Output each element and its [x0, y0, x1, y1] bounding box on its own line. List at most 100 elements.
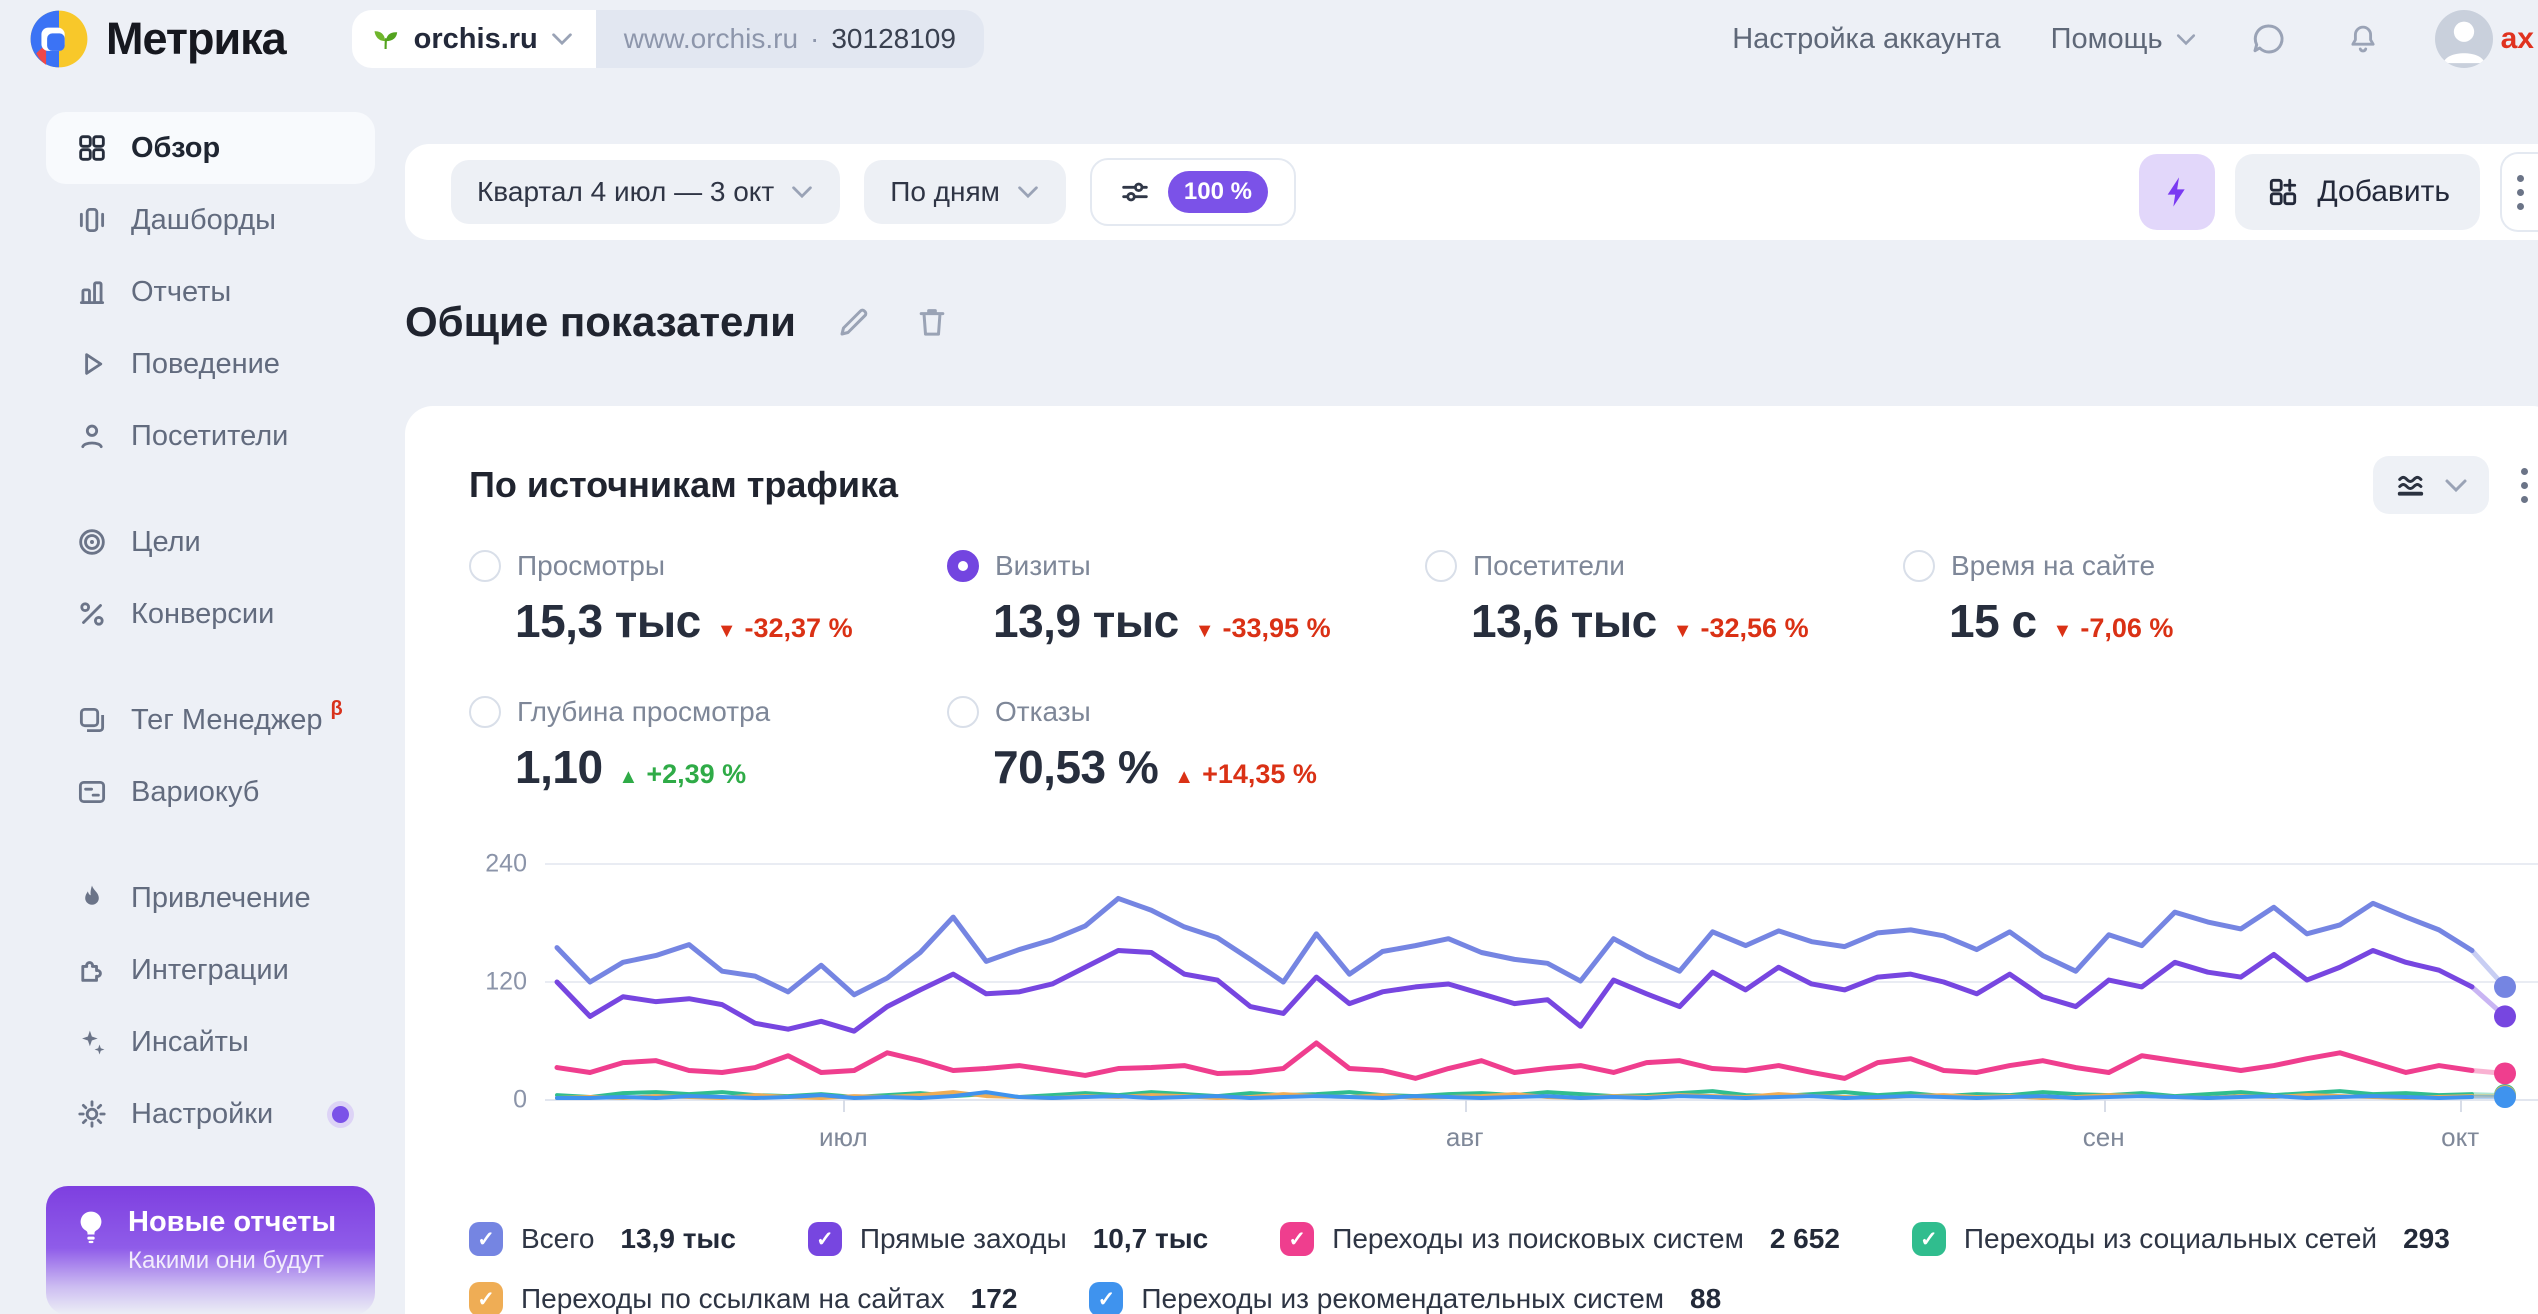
legend-checkbox — [469, 1222, 503, 1256]
counter-url: www.orchis.ru — [624, 23, 798, 55]
topbar-right: Настройка аккаунта Помощь ax — [1732, 10, 2538, 68]
x-axis-tickmark — [2460, 1100, 2462, 1112]
chart-legend: Всего 13,9 тыс Прямые заходы 10,7 тыс Пе… — [469, 1222, 2538, 1314]
sidebar-item-integrations[interactable]: Интеграции — [46, 934, 375, 1006]
beta-badge: β — [331, 698, 343, 721]
sidebar-item-attraction[interactable]: Привлечение — [46, 862, 375, 934]
chevron-down-icon — [2443, 478, 2469, 493]
x-axis-tickmark — [2104, 1100, 2106, 1112]
delete-icon[interactable] — [912, 302, 952, 342]
sampling-settings-button[interactable]: 100 % — [1090, 158, 1296, 226]
metric-radio[interactable] — [947, 696, 979, 728]
sparkles-icon — [75, 1025, 109, 1059]
sidebar-item-conversions[interactable]: Конверсии — [46, 578, 375, 650]
counter-info: www.orchis.ru · 30128109 — [596, 10, 984, 68]
sprout-icon — [370, 23, 402, 55]
user-login: ax — [2501, 22, 2534, 56]
legend-item-social[interactable]: Переходы из социальных сетей 293 — [1912, 1222, 2450, 1256]
period-selector[interactable]: Квартал 4 июл — 3 окт — [451, 160, 840, 224]
metric-delta: ▼-7,06 % — [2053, 613, 2174, 644]
widget-title: По источникам трафика — [469, 464, 898, 506]
sliders-icon — [1118, 175, 1152, 209]
metric-radio[interactable] — [469, 550, 501, 582]
help-menu[interactable]: Помощь — [2051, 23, 2197, 56]
sidebar-item-insights[interactable]: Инсайты — [46, 1006, 375, 1078]
notifications-button[interactable] — [2341, 17, 2385, 61]
metric-radio[interactable] — [1903, 550, 1935, 582]
grid-plus-icon — [2265, 174, 2301, 210]
metric-visitors: Посетители 13,6 тыс ▼-32,56 % — [1425, 550, 1903, 648]
traffic-line-chart: 240 120 0 июлавгсенокт — [405, 848, 2538, 1164]
widget-header: По источникам трафика — [405, 406, 2538, 514]
sidebar-item-dashboards[interactable]: Дашборды — [46, 184, 375, 256]
play-icon — [75, 347, 109, 381]
legend-item-recommendations[interactable]: Переходы из рекомендательных систем 88 — [1089, 1282, 1721, 1314]
metric-visits: Визиты 13,9 тыс ▼-33,95 % — [947, 550, 1425, 648]
quick-actions-button[interactable] — [2139, 154, 2215, 230]
metric-radio[interactable] — [469, 696, 501, 728]
sidebar-item-variocube[interactable]: Вариокуб — [46, 756, 375, 828]
metric-delta: ▲+14,35 % — [1174, 759, 1317, 790]
legend-checkbox — [808, 1222, 842, 1256]
metric-radio[interactable] — [1425, 550, 1457, 582]
grid-icon — [75, 131, 109, 165]
settings-notification-dot — [332, 1106, 349, 1123]
toolbar: Квартал 4 июл — 3 окт По дням 100 % — [405, 144, 2538, 240]
toolbar-right: Добавить — [2139, 144, 2538, 240]
metric-delta: ▼-32,37 % — [717, 613, 853, 644]
account-settings-link[interactable]: Настройка аккаунта — [1732, 23, 2000, 56]
separator-dot: · — [810, 23, 819, 55]
metric-views: Просмотры 15,3 тыс ▼-32,37 % — [469, 550, 947, 648]
toolbar-more-button[interactable] — [2500, 152, 2538, 232]
sidebar-item-behavior[interactable]: Поведение — [46, 328, 375, 400]
chevron-down-icon — [2175, 33, 2197, 46]
legend-item-site-links[interactable]: Переходы по ссылкам на сайтах 172 — [469, 1282, 1017, 1314]
metric-bounce-rate: Отказы 70,53 % ▲+14,35 % — [947, 696, 1425, 794]
sidebar-item-settings[interactable]: Настройки — [46, 1078, 375, 1150]
sidebar-item-goals[interactable]: Цели — [46, 506, 375, 578]
legend-checkbox — [469, 1282, 503, 1314]
dashboards-icon — [75, 203, 109, 237]
person-icon — [75, 419, 109, 453]
metric-delta: ▼-33,95 % — [1195, 613, 1331, 644]
edit-icon[interactable] — [834, 302, 874, 342]
main-content: Квартал 4 июл — 3 окт По дням 100 % — [405, 78, 2538, 1314]
chevron-down-icon — [550, 32, 574, 46]
metrica-logo[interactable]: Метрика — [28, 8, 286, 70]
sidebar: Обзор Дашборды Отчеты Поведение — [0, 78, 405, 1314]
metric-delta: ▼-32,56 % — [1673, 613, 1809, 644]
new-reports-promo[interactable]: Новые отчеты Какими они будут — [46, 1186, 375, 1314]
legend-item-direct[interactable]: Прямые заходы 10,7 тыс — [808, 1222, 1208, 1256]
counter-select[interactable]: orchis.ru — [352, 10, 596, 68]
flame-icon — [75, 881, 109, 915]
x-axis-tickmark — [843, 1100, 845, 1112]
bell-icon — [2344, 20, 2382, 58]
kebab-icon — [2517, 175, 2524, 182]
counter-switcher: orchis.ru www.orchis.ru · 30128109 — [352, 10, 984, 68]
legend-checkbox — [1912, 1222, 1946, 1256]
variocube-icon — [75, 775, 109, 809]
sidebar-item-reports[interactable]: Отчеты — [46, 256, 375, 328]
legend-item-search[interactable]: Переходы из поисковых систем 2 652 — [1280, 1222, 1840, 1256]
legend-item-total[interactable]: Всего 13,9 тыс — [469, 1222, 736, 1256]
add-widget-button[interactable]: Добавить — [2235, 154, 2480, 230]
widget-more-button[interactable] — [2515, 462, 2534, 509]
metric-depth: Глубина просмотра 1,10 ▲+2,39 % — [469, 696, 947, 794]
sidebar-item-overview[interactable]: Обзор — [46, 112, 375, 184]
chevron-down-icon — [1016, 185, 1040, 199]
chat-icon — [2249, 19, 2289, 59]
chart-type-selector[interactable] — [2373, 456, 2489, 514]
sampling-badge: 100 % — [1168, 171, 1268, 213]
logo-text: Метрика — [106, 13, 286, 65]
granularity-selector[interactable]: По дням — [864, 160, 1066, 224]
sidebar-item-visitors[interactable]: Посетители — [46, 400, 375, 472]
user-menu[interactable]: ax — [2435, 10, 2534, 68]
legend-checkbox — [1089, 1282, 1123, 1314]
x-axis-label: авг — [1446, 1122, 1484, 1153]
sidebar-item-tag-manager[interactable]: Тег Менеджер β — [46, 684, 375, 756]
metric-radio[interactable] — [947, 550, 979, 582]
metric-time-on-site: Время на сайте 15 с ▼-7,06 % — [1903, 550, 2381, 648]
promo-subtitle: Какими они будут — [128, 1247, 336, 1275]
metric-delta: ▲+2,39 % — [619, 759, 747, 790]
chat-button[interactable] — [2247, 17, 2291, 61]
